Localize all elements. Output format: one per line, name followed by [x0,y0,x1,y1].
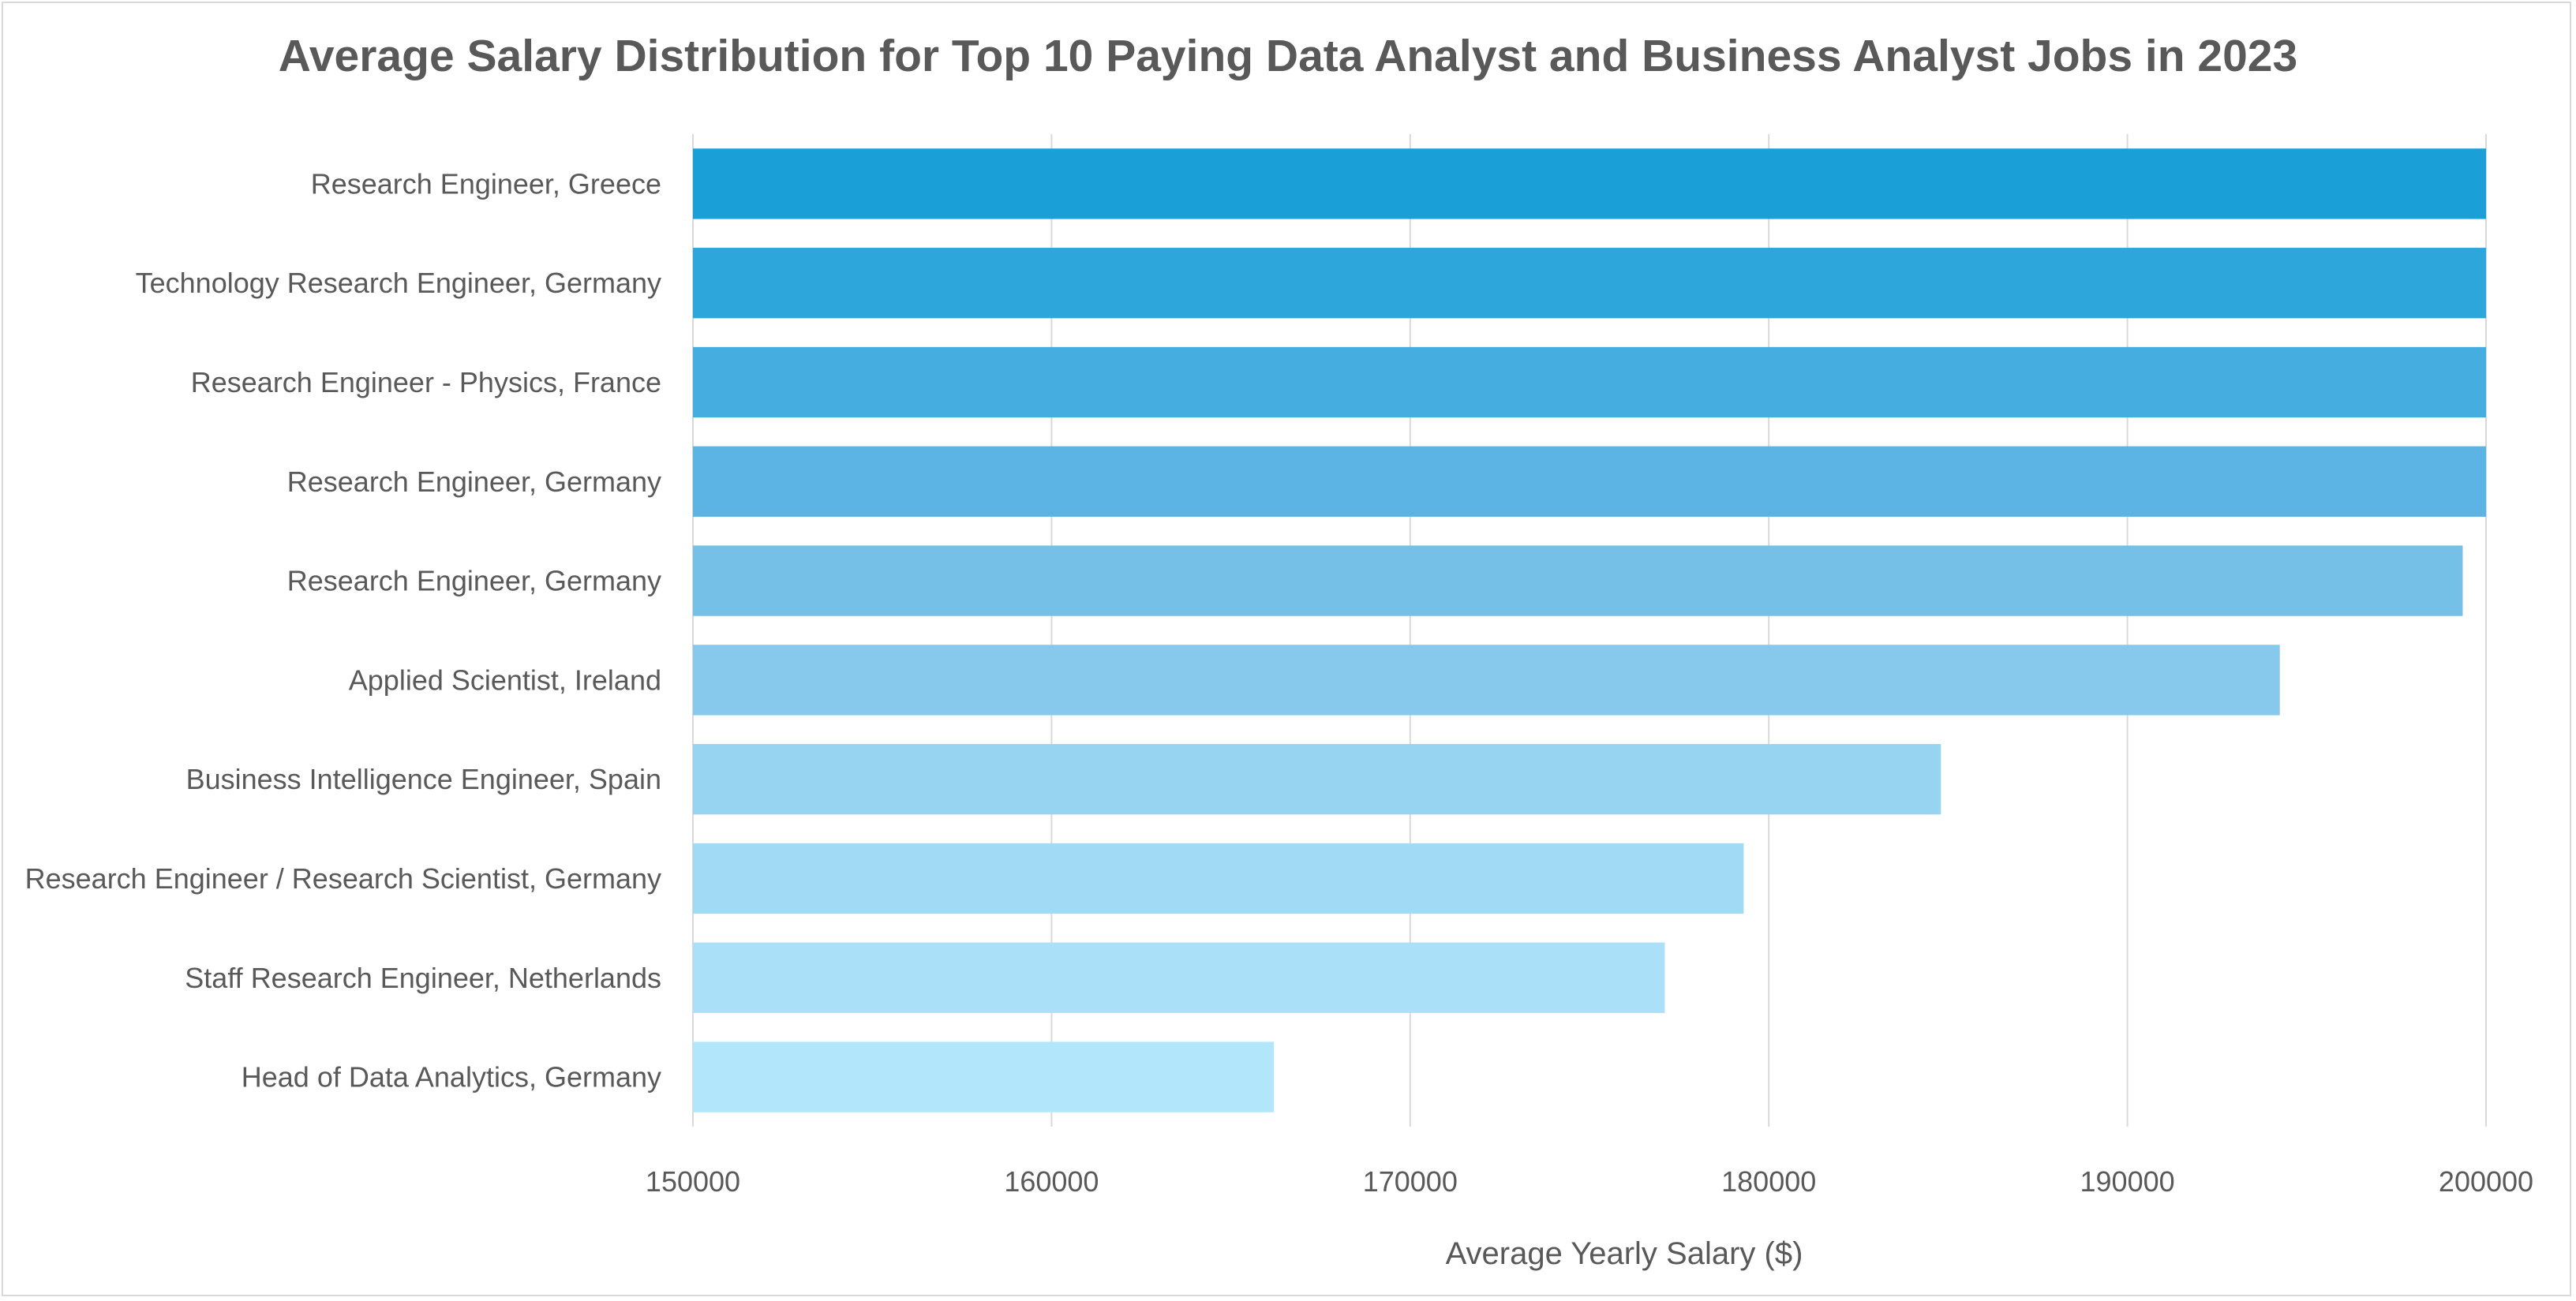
x-tick-labels: 150000 160000 170000 180000 190000 200000 [646,1165,2533,1198]
x-tick-label: 190000 [2080,1165,2175,1198]
bar [693,645,2280,716]
category-label: Head of Data Analytics, Germany [242,1061,661,1094]
category-labels: Research Engineer, Greece Technology Rese… [25,167,661,1093]
x-tick-label: 180000 [1721,1165,1816,1198]
category-label: Research Engineer, Germany [287,565,661,597]
bar [693,843,1744,914]
chart-title: Average Salary Distribution for Top 10 P… [278,31,2298,81]
x-axis-title: Average Yearly Salary ($) [1446,1236,1803,1271]
x-tick-label: 150000 [646,1165,740,1198]
bar [693,248,2486,319]
bars [693,148,2486,1112]
bar [693,942,1665,1013]
category-label: Technology Research Engineer, Germany [136,267,661,299]
category-label: Research Engineer, Greece [311,167,661,200]
bar [693,1041,1275,1112]
bar [693,148,2486,219]
category-label: Research Engineer, Germany [287,465,661,498]
category-label: Business Intelligence Engineer, Spain [186,763,661,795]
category-label: Staff Research Engineer, Netherlands [185,962,661,994]
bar [693,744,1941,815]
category-label: Applied Scientist, Ireland [349,664,661,696]
x-tick-label: 160000 [1004,1165,1099,1198]
x-tick-label: 170000 [1363,1165,1458,1198]
x-tick-label: 200000 [2439,1165,2533,1198]
category-label: Research Engineer - Physics, France [191,366,661,398]
category-label: Research Engineer / Research Scientist, … [25,862,661,895]
bar [693,446,2486,517]
bar [693,545,2463,616]
bar [693,346,2486,418]
